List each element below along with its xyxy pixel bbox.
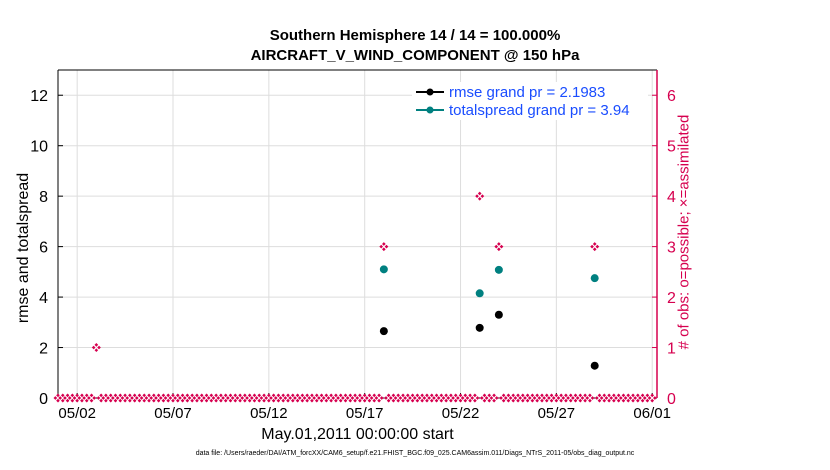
legend-box — [412, 82, 648, 120]
obs-count-marker-cross — [476, 192, 484, 200]
totalspread-point — [590, 274, 599, 283]
y-tick-label-left: 8 — [39, 189, 48, 206]
legend-spread-marker — [426, 106, 434, 114]
y-tick-label-right: 5 — [667, 139, 676, 156]
legend-spread-label: totalspread grand pr = 3.94 — [449, 102, 630, 119]
obs-count-marker-cross — [490, 394, 498, 402]
rmse-point — [494, 310, 503, 319]
obs-count-marker-cross — [88, 394, 95, 402]
x-tick-label: 05/07 — [154, 405, 192, 422]
x-tick-label: 05/02 — [58, 405, 96, 422]
rmse-point — [379, 327, 388, 336]
legend-rmse-marker — [426, 88, 434, 96]
obs-count-marker-cross — [375, 394, 383, 402]
y-tick-label-right: 3 — [667, 240, 676, 257]
totalspread-point — [494, 265, 503, 274]
y-tick-label-left: 0 — [39, 391, 48, 408]
chart-title-line1: Southern Hemisphere 14 / 14 = 100.000% — [269, 27, 561, 44]
obs-count-marker-cross — [471, 394, 479, 402]
y-tick-label-left: 2 — [39, 341, 48, 358]
y-tick-label-left: 12 — [30, 88, 48, 105]
chart-title-line2: AIRCRAFT_V_WIND_COMPONENT @ 150 hPa — [250, 47, 580, 64]
obs-count-marker-cross — [591, 243, 599, 251]
data-file-footer: data file: /Users/raeder/DAI/ATM_forcXX/… — [195, 450, 635, 457]
obs-count-marker-cross — [92, 344, 100, 351]
y-tick-label-left: 6 — [39, 240, 48, 257]
y-tick-label-right: 1 — [667, 341, 676, 358]
obs-count-marker-cross — [495, 243, 503, 251]
x-tick-label: 05/12 — [250, 405, 288, 422]
x-tick-label: 06/01 — [633, 405, 671, 422]
y-axis-label-left: rmse and totalspread — [15, 172, 32, 324]
obs-count-marker-cross — [586, 394, 594, 402]
rmse-point — [475, 323, 484, 332]
y-tick-label-right: 0 — [667, 391, 676, 408]
y-tick-label-right: 6 — [667, 88, 676, 105]
y-tick-label-right: 4 — [667, 189, 676, 206]
x-axis-label: May.01,2011 00:00:00 start — [261, 426, 454, 443]
rmse-point — [590, 361, 599, 370]
y-tick-label-right: 2 — [667, 290, 676, 307]
y-axis-label-right: # of obs: o=possible; ×=assimilated — [675, 114, 693, 350]
x-tick-label: 05/27 — [538, 405, 576, 422]
legend-rmse-label: rmse grand pr = 2.1983 — [449, 84, 605, 101]
plot-area — [58, 70, 657, 398]
obs-count-marker-cross — [648, 394, 656, 402]
x-tick-label: 05/17 — [346, 405, 384, 422]
totalspread-point — [475, 289, 484, 298]
obs-count-marker-cross — [380, 243, 388, 251]
y-tick-label-left: 10 — [30, 139, 48, 156]
totalspread-point — [379, 265, 388, 274]
y-tick-label-left: 4 — [39, 290, 48, 307]
x-tick-label: 05/22 — [442, 405, 480, 422]
